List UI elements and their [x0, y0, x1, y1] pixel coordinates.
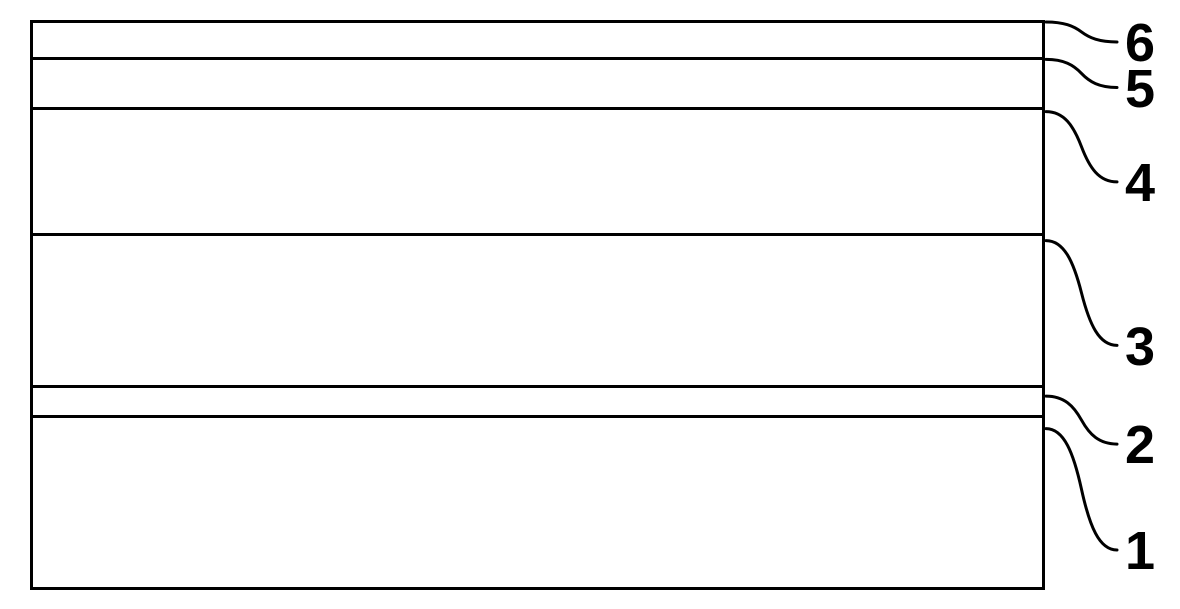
label-1: 1 — [1125, 520, 1155, 582]
label-5: 5 — [1125, 58, 1155, 120]
layer-labels: 654321 — [0, 0, 1180, 609]
callout-1 — [0, 0, 1180, 609]
label-2: 2 — [1125, 414, 1155, 476]
diagram-canvas: 654321 — [0, 0, 1180, 609]
callout-4 — [0, 0, 1180, 609]
callout-3 — [0, 0, 1180, 609]
callout-5 — [0, 0, 1180, 609]
callout-2 — [0, 0, 1180, 609]
label-3: 3 — [1125, 316, 1155, 378]
callout-6 — [0, 0, 1180, 609]
label-4: 4 — [1125, 152, 1155, 214]
